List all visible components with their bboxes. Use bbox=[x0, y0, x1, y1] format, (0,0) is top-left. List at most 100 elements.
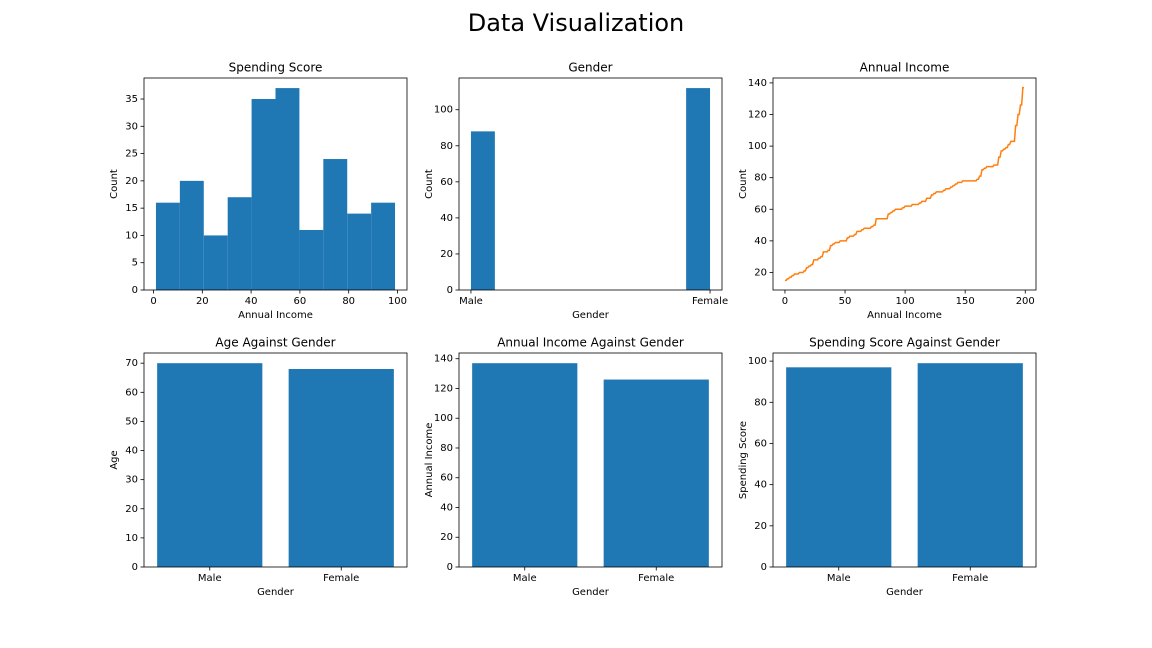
x-tick-label: Male bbox=[198, 573, 222, 584]
bar bbox=[179, 180, 204, 290]
y-tick-label: 0 bbox=[447, 285, 453, 296]
y-tick-label: 25 bbox=[125, 149, 138, 160]
y-tick-label: 60 bbox=[440, 177, 453, 188]
x-tick-label: 200 bbox=[1016, 296, 1035, 307]
bar bbox=[917, 363, 1023, 567]
y-tick-label: 40 bbox=[754, 236, 767, 247]
axes-frame bbox=[143, 77, 408, 291]
y-tick-label: 50 bbox=[125, 416, 138, 427]
x-tick-label: 50 bbox=[839, 296, 852, 307]
y-tick-label: 120 bbox=[748, 109, 767, 120]
subplot-title: Gender bbox=[568, 61, 612, 75]
y-tick-label: 60 bbox=[440, 473, 453, 484]
y-tick-label: 40 bbox=[754, 480, 767, 491]
bar bbox=[203, 235, 228, 290]
subplot: Male Female 0 10 20 30 40 50 60 70 Age Against Gen… bbox=[109, 336, 408, 598]
y-tick-label: 60 bbox=[125, 387, 138, 398]
y-tick-label: 60 bbox=[754, 204, 767, 215]
y-tick-label: 70 bbox=[125, 358, 138, 369]
y-tick-label: 140 bbox=[748, 78, 767, 89]
y-tick-label: 20 bbox=[440, 249, 453, 260]
y-tick-label: 100 bbox=[434, 413, 453, 424]
y-tick-label: 15 bbox=[125, 203, 138, 214]
x-axis-label: Gender bbox=[257, 587, 295, 598]
x-tick-label: 20 bbox=[196, 296, 209, 307]
x-axis-label: Annual Income bbox=[238, 310, 313, 321]
axes-frame bbox=[458, 352, 723, 568]
y-tick-label: 10 bbox=[125, 533, 138, 544]
x-tick-label: Female bbox=[323, 573, 359, 584]
bar bbox=[155, 202, 180, 290]
x-axis-label: Annual Income bbox=[867, 310, 942, 321]
bar bbox=[472, 363, 578, 567]
bar bbox=[251, 99, 276, 291]
x-tick-label: 0 bbox=[150, 296, 156, 307]
x-tick-label: 100 bbox=[896, 296, 915, 307]
y-tick-label: 20 bbox=[440, 532, 453, 543]
subplot-title: Age Against Gender bbox=[215, 336, 335, 350]
bar bbox=[786, 367, 892, 567]
y-axis-label: Count bbox=[738, 169, 749, 199]
subplot: 20 40 60 80 100 120 140 0 50 100 150 200 Annual Inco… bbox=[738, 61, 1037, 321]
x-tick-label: Male bbox=[513, 573, 537, 584]
x-axis-label: Gender bbox=[572, 587, 610, 598]
x-tick-label: 0 bbox=[782, 296, 788, 307]
x-tick-label: 40 bbox=[245, 296, 258, 307]
bar bbox=[275, 88, 300, 290]
y-tick-label: 40 bbox=[125, 446, 138, 457]
y-axis-label: Age bbox=[109, 450, 120, 469]
y-tick-label: 80 bbox=[754, 173, 767, 184]
subplot: Male Female 0 20 40 60 80 100 Spending Score Aga… bbox=[738, 336, 1037, 598]
y-tick-label: 120 bbox=[434, 383, 453, 394]
y-axis-label: Count bbox=[424, 169, 435, 199]
x-tick-label: 100 bbox=[388, 296, 407, 307]
axes-frame bbox=[772, 352, 1037, 568]
bar bbox=[603, 379, 709, 567]
y-tick-label: 20 bbox=[754, 521, 767, 532]
x-tick-label: 150 bbox=[956, 296, 975, 307]
y-tick-label: 80 bbox=[440, 443, 453, 454]
subplot: 0 20 40 60 80 100 Male Female Gender Gender Count bbox=[424, 61, 728, 322]
x-tick-label: Female bbox=[638, 573, 674, 584]
y-tick-label: 80 bbox=[440, 141, 453, 152]
subplot-title: Spending Score Against Gender bbox=[809, 336, 1000, 350]
bar bbox=[227, 197, 252, 290]
x-tick-label: Female bbox=[692, 296, 728, 307]
bar bbox=[470, 131, 495, 290]
y-tick-label: 40 bbox=[440, 502, 453, 513]
y-tick-label: 30 bbox=[125, 121, 138, 132]
y-tick-label: 10 bbox=[125, 230, 138, 241]
y-axis-label: Spending Score bbox=[738, 421, 749, 499]
subplot-title: Spending Score bbox=[229, 61, 323, 75]
y-tick-label: 40 bbox=[440, 213, 453, 224]
x-tick-label: Male bbox=[827, 573, 851, 584]
y-tick-label: 20 bbox=[754, 267, 767, 278]
y-axis-label: Count bbox=[109, 169, 120, 199]
y-tick-label: 100 bbox=[748, 141, 767, 152]
y-tick-label: 100 bbox=[748, 356, 767, 367]
subplot: 0 5 10 15 20 25 30 35 0 20 40 60 80 100 Spending Score… bbox=[109, 61, 408, 321]
x-axis-label: Gender bbox=[886, 587, 924, 598]
y-tick-label: 0 bbox=[447, 562, 453, 573]
bar bbox=[299, 229, 324, 290]
y-tick-label: 0 bbox=[132, 562, 138, 573]
y-tick-label: 20 bbox=[125, 176, 138, 187]
x-tick-label: Female bbox=[952, 573, 988, 584]
y-tick-label: 60 bbox=[754, 438, 767, 449]
axes-frame bbox=[458, 77, 723, 291]
x-tick-label: Male bbox=[459, 296, 483, 307]
y-tick-label: 35 bbox=[125, 94, 138, 105]
subplot-title: Annual Income bbox=[860, 61, 950, 75]
bar bbox=[288, 369, 394, 567]
axes-frame bbox=[772, 77, 1037, 291]
bar bbox=[686, 88, 711, 290]
bar bbox=[157, 363, 263, 567]
subplot-title: Annual Income Against Gender bbox=[497, 336, 684, 350]
bar bbox=[371, 202, 396, 290]
bar bbox=[347, 213, 372, 290]
y-tick-label: 30 bbox=[125, 475, 138, 486]
axes-frame bbox=[143, 352, 408, 568]
y-tick-label: 140 bbox=[434, 354, 453, 365]
x-tick-label: 60 bbox=[294, 296, 307, 307]
